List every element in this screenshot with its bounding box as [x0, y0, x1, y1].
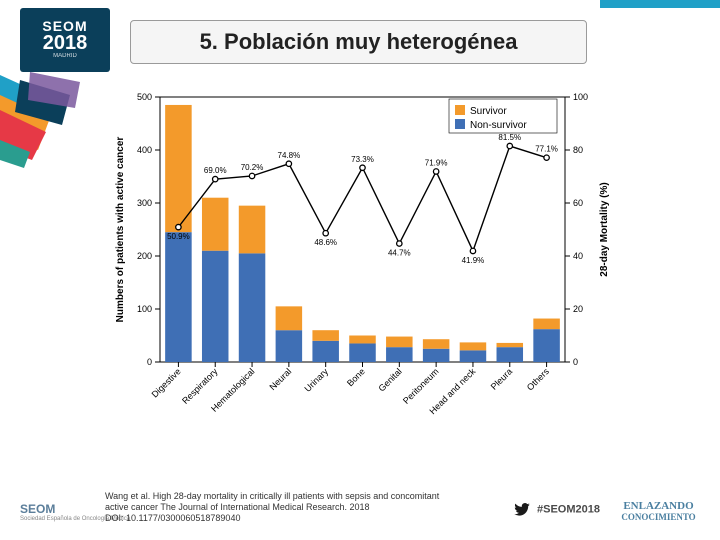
svg-text:Digestive: Digestive [150, 366, 183, 399]
svg-text:Urinary: Urinary [303, 366, 331, 394]
svg-text:44.7%: 44.7% [388, 249, 411, 258]
citation-l1: Wang et al. High 28-day mortality in cri… [105, 491, 439, 501]
seom-logo: SEOM 2018 MADRID [20, 8, 110, 72]
svg-text:73.3%: 73.3% [351, 155, 374, 164]
svg-text:50.9%: 50.9% [167, 232, 190, 241]
svg-text:500: 500 [137, 92, 152, 102]
hashtag: #SEOM2018 [514, 503, 600, 516]
svg-text:Neural: Neural [267, 366, 293, 392]
svg-text:41.9%: 41.9% [462, 256, 485, 265]
svg-text:60: 60 [573, 198, 583, 208]
svg-text:69.0%: 69.0% [204, 166, 227, 175]
citation-l3: DOI: 10.1177/0300060518789040 [105, 513, 240, 523]
svg-text:Survivor: Survivor [470, 106, 507, 117]
slide-title: 5. Población muy heterogénea [200, 29, 518, 55]
svg-text:Others: Others [525, 366, 552, 393]
svg-text:300: 300 [137, 198, 152, 208]
svg-text:0: 0 [147, 357, 152, 367]
svg-text:100: 100 [137, 304, 152, 314]
svg-text:40: 40 [573, 251, 583, 261]
svg-text:Bone: Bone [345, 366, 367, 388]
svg-text:Respiratory: Respiratory [180, 366, 220, 406]
tagline-l1: ENLAZANDO [611, 500, 706, 512]
svg-text:Peritoneum: Peritoneum [401, 366, 441, 406]
svg-text:Numbers of patients with activ: Numbers of patients with active cancer [115, 137, 126, 323]
svg-text:80: 80 [573, 145, 583, 155]
top-accent-bar [600, 0, 720, 8]
hashtag-text: #SEOM2018 [537, 503, 600, 515]
svg-text:71.9%: 71.9% [425, 158, 448, 167]
tagline: ENLAZANDO CONOCIMIENTO [611, 500, 706, 522]
svg-text:Non-survivor: Non-survivor [470, 120, 527, 131]
svg-text:Genital: Genital [376, 366, 403, 393]
logo-sub: MADRID [20, 53, 110, 59]
citation-l2: active cancer The Journal of Internation… [105, 502, 370, 512]
citation: Wang et al. High 28-day mortality in cri… [105, 491, 505, 524]
svg-text:77.1%: 77.1% [535, 145, 558, 154]
svg-text:81.5%: 81.5% [498, 133, 521, 142]
logo-line1: SEOM [20, 8, 110, 34]
svg-text:48.6%: 48.6% [314, 238, 337, 247]
svg-text:200: 200 [137, 251, 152, 261]
svg-text:Pleura: Pleura [489, 366, 514, 391]
svg-text:0: 0 [573, 357, 578, 367]
mortality-chart: 0 100 200 300 400 500 0 20 40 60 80 100 Numbers of p… [105, 82, 615, 442]
svg-text:74.8%: 74.8% [278, 151, 301, 160]
svg-text:20: 20 [573, 304, 583, 314]
svg-text:28-day Mortality (%): 28-day Mortality (%) [599, 182, 610, 276]
svg-text:100: 100 [573, 92, 588, 102]
footer-brand-text: SEOM [20, 502, 55, 516]
slide: SEOM 2018 MADRID 5. Población muy hetero… [0, 0, 720, 540]
svg-text:70.2%: 70.2% [241, 163, 264, 172]
svg-text:400: 400 [137, 145, 152, 155]
slide-title-box: 5. Población muy heterogénea [130, 20, 587, 64]
twitter-icon [514, 503, 530, 516]
tagline-l2: CONOCIMIENTO [611, 512, 706, 522]
logo-line2: 2018 [20, 32, 110, 55]
